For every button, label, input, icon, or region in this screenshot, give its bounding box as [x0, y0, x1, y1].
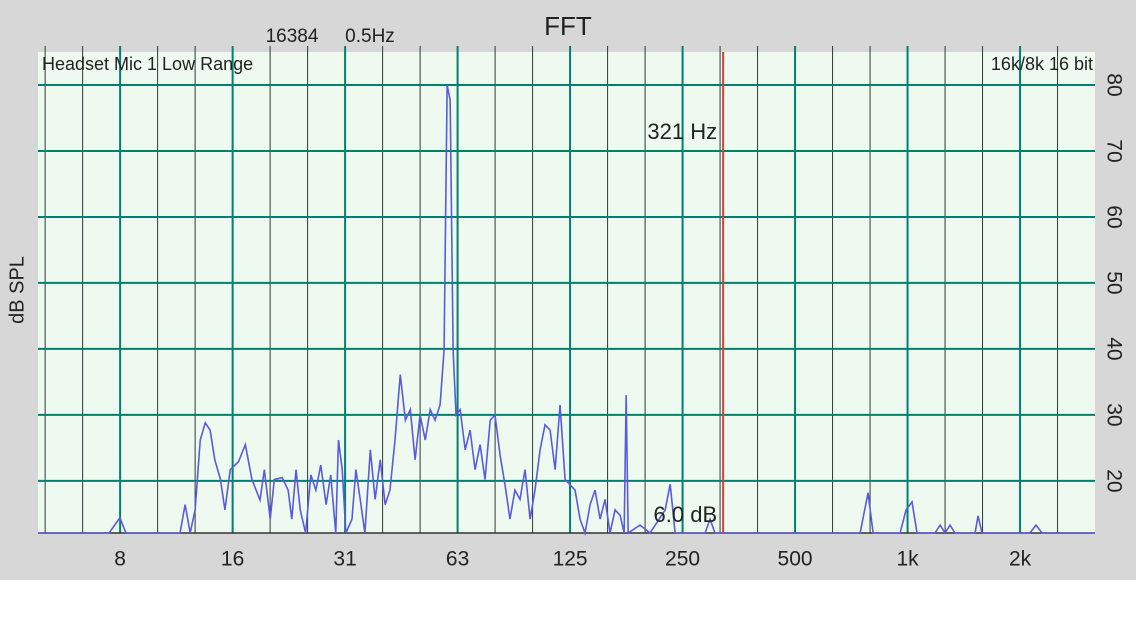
x-tick-label: 8 [114, 548, 126, 571]
format-label: 16k/8k 16 bit [991, 54, 1093, 74]
spectrum-line [38, 84, 1095, 537]
cursor-frequency: 321 Hz [647, 119, 717, 144]
y-tick-label: 70 [1102, 139, 1125, 162]
x-tick-label: 1k [896, 548, 919, 571]
x-tick-label: 2k [1009, 548, 1032, 571]
y-tick-label: 60 [1102, 205, 1125, 228]
x-tick-label: 500 [778, 548, 813, 571]
chart-title: FFT [544, 11, 592, 41]
grid [38, 46, 1095, 534]
y-tick-label: 40 [1102, 337, 1125, 360]
y-axis-label: dB SPL [6, 256, 28, 324]
y-tick-label: 20 [1102, 469, 1125, 492]
source-label: Headset Mic 1 Low Range [42, 54, 253, 74]
plot-area [38, 52, 1095, 533]
x-tick-label: 16 [221, 548, 244, 571]
cursor-level: 6.0 dB [654, 502, 718, 527]
fft-size: 16384 [266, 26, 319, 47]
y-tick-label: 80 [1102, 73, 1125, 96]
x-tick-label: 250 [665, 548, 700, 571]
x-tick-label: 125 [553, 548, 588, 571]
resolution: 0.5Hz [345, 26, 395, 47]
marks [38, 52, 1095, 537]
y-tick-label: 30 [1102, 403, 1125, 426]
x-tick-label: 63 [446, 548, 469, 571]
y-tick-label: 50 [1102, 271, 1125, 294]
x-tick-label: 31 [333, 548, 356, 571]
